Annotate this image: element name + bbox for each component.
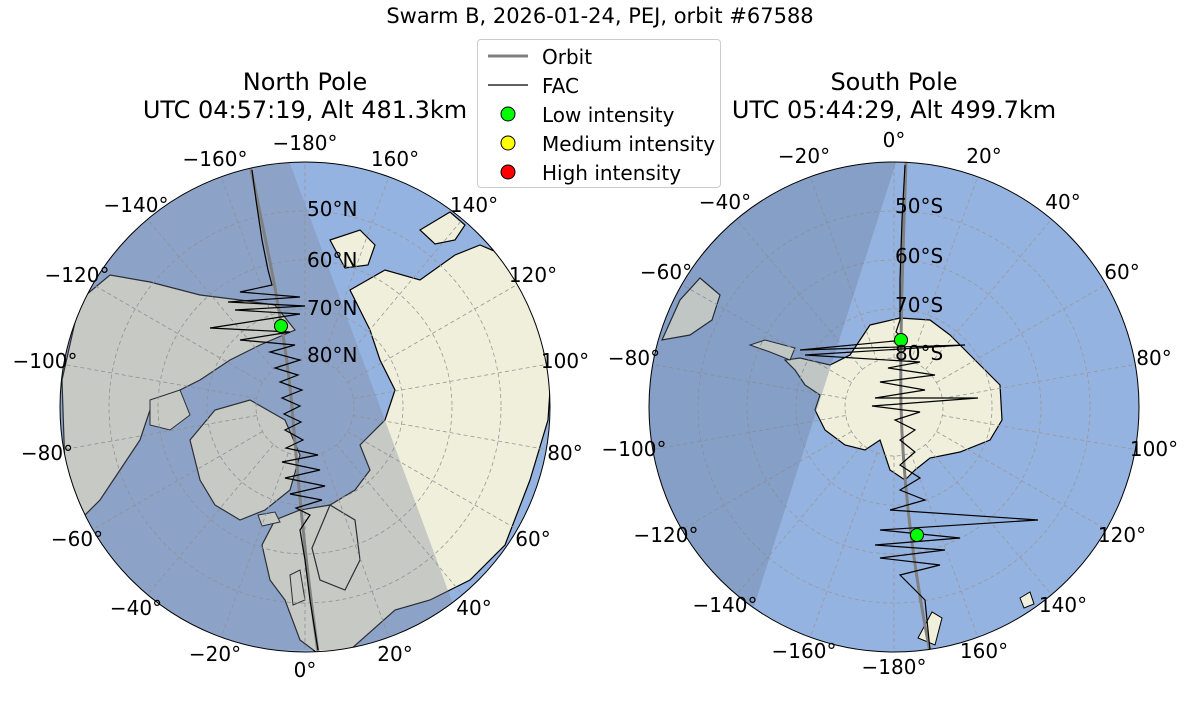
north-lon-label-80: 80° [547,441,582,465]
north-lon-label-120: 120° [509,263,557,287]
legend-item-low: Low intensity [478,101,722,127]
legend-medium-circle-icon [500,135,516,151]
south-pole-title-line1: South Pole [830,68,958,96]
meridian-line [347,431,518,530]
north-low-intensity-marker [274,319,288,333]
meridian-line [353,415,547,450]
legend-item-fac: FAC [478,72,722,98]
legend-label: Orbit [542,45,593,69]
meridian-line [353,364,547,399]
north-lon-label-60: 60° [515,527,550,551]
north-baffin-land [149,389,191,431]
north-orbit-track [248,164,320,652]
legend-label: Medium intensity [542,132,716,156]
north-lon-label-160: 160° [371,147,419,171]
north-lat-label: 60°N [307,248,357,272]
meridian-line [147,219,274,370]
north-lon-label-m40: −40° [110,596,162,620]
legend-high-circle-icon [500,164,516,180]
legend-orbit-line-icon [488,54,528,58]
north-lon-label-m20: −20° [189,642,241,666]
meridian-line [347,284,518,383]
south-pole-title: South Pole UTC 05:44:29, Alt 499.7km [684,68,1104,124]
legend-item-orbit: Orbit [478,43,722,69]
north-pole-title-line2: UTC 04:57:19, Alt 481.3km [142,96,468,124]
north-greenland-land [189,399,301,521]
north-lon-label-0: 0° [294,658,317,682]
legend-item-medium: Medium intensity [478,130,722,156]
meridian-line [321,452,390,638]
north-lon-label-m120: −120° [45,263,110,287]
legend-label: Low intensity [542,103,675,127]
north-lon-label-140: 140° [450,193,498,217]
legend-fac-line-icon [488,84,528,86]
meridian-line [220,176,289,362]
meridian-line [220,452,289,638]
north-night-shade [60,162,470,650]
meridian-line [63,364,257,399]
north-chukotka-land [329,229,376,269]
north-map-boundary [59,161,551,653]
north-pole-title-line1: North Pole [242,68,368,96]
north-iceland-land [257,511,281,527]
north-pole-title: North Pole UTC 04:57:19, Alt 481.3km [95,68,515,124]
north-lat-label: 50°N [307,197,357,221]
north-lon-label-m160: −160° [183,147,248,171]
figure-title: Swarm B, 2026-01-24, PEJ, orbit #67588 [386,4,814,28]
meridian-line [336,444,463,595]
meridian-line [336,219,463,370]
legend-item-high: High intensity [478,159,722,185]
north-lon-label-40: 40° [456,596,491,620]
legend: Orbit FAC Low intensity Medium intensity… [477,39,721,188]
north-fac-trace [209,169,326,651]
meridian-line [147,444,274,595]
north-lon-label-m80: −80° [21,441,73,465]
north-lon-label-m100: −100° [13,349,78,373]
north-lat-label: 70°N [307,296,357,320]
north-graticule [63,162,547,652]
north-lon-label-20: 20° [377,642,412,666]
legend-low-circle-icon [500,106,516,122]
north-lon-label-m60: −60° [51,527,103,551]
north-lon-label-100: 100° [541,349,589,373]
north-lat-label: 80°N [307,343,357,367]
south-pole-title-line2: UTC 05:44:29, Alt 499.7km [731,96,1057,124]
meridian-line [92,431,263,530]
north-lon-label-180: −180° [273,131,338,155]
north-lon-label-m140: −140° [104,193,169,217]
meridian-line [63,415,257,450]
legend-label: FAC [542,74,579,98]
meridian-line [321,176,390,362]
north-siberia-east-land [419,211,466,245]
meridian-line [92,284,263,383]
legend-label: High intensity [542,161,682,185]
